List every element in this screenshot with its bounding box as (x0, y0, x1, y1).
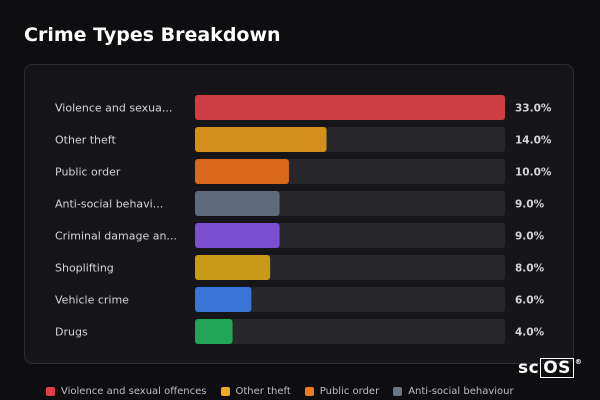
category-label: Criminal damage an... (55, 230, 177, 243)
category-label: Vehicle crime (55, 294, 129, 307)
category-label: Violence and sexua... (55, 102, 172, 115)
value-label: 10.0% (515, 167, 552, 179)
legend-swatch (220, 387, 230, 396)
chart-panel: Violence and sexua... 33.0% Other theft 14.… (24, 64, 574, 364)
bar-chart: Violence and sexua... 33.0% Other theft 14.… (55, 95, 552, 344)
value-label: 33.0% (515, 103, 552, 115)
bar (195, 191, 280, 216)
value-label: 9.0% (515, 199, 545, 211)
legend-label: Anti-social behaviour (408, 386, 514, 397)
category-label: Shoplifting (55, 262, 114, 275)
bar (195, 287, 252, 312)
bar-track (195, 287, 505, 312)
legend-item: Other theft (220, 386, 291, 397)
watermark-registered-mark: ® (574, 358, 583, 366)
value-label: 9.0% (515, 231, 545, 243)
legend-swatch (393, 387, 403, 396)
bar-track (195, 319, 505, 344)
watermark-text-os: OS (540, 358, 574, 378)
chart-legend: Violence and sexual offences Other theft P… (46, 386, 514, 397)
legend-label: Violence and sexual offences (61, 386, 207, 397)
value-label: 6.0% (515, 295, 545, 307)
category-label: Drugs (55, 326, 88, 339)
legend-item: Anti-social behaviour (393, 386, 514, 397)
watermark-text-sc: sc (518, 358, 540, 378)
legend-label: Public order (319, 386, 380, 397)
category-label: Other theft (55, 134, 116, 147)
bar (195, 255, 271, 280)
legend-label: Other theft (235, 386, 291, 397)
category-label: Anti-social behavi... (55, 198, 163, 211)
watermark-logo: sc OS ® (518, 358, 582, 378)
value-label: 4.0% (515, 327, 545, 339)
bar (195, 319, 233, 344)
value-label: 8.0% (515, 263, 545, 275)
category-label: Public order (55, 166, 121, 179)
legend-swatch (304, 387, 314, 396)
value-label: 14.0% (515, 135, 552, 147)
legend-item: Violence and sexual offences (46, 386, 207, 397)
legend-item: Public order (304, 386, 380, 397)
bar (195, 95, 505, 120)
bar (195, 223, 280, 248)
legend-swatch (46, 387, 55, 396)
bar (195, 159, 289, 184)
bar (195, 127, 327, 152)
bar-track (195, 255, 505, 280)
chart-title: Crime Types Breakdown (24, 24, 281, 46)
